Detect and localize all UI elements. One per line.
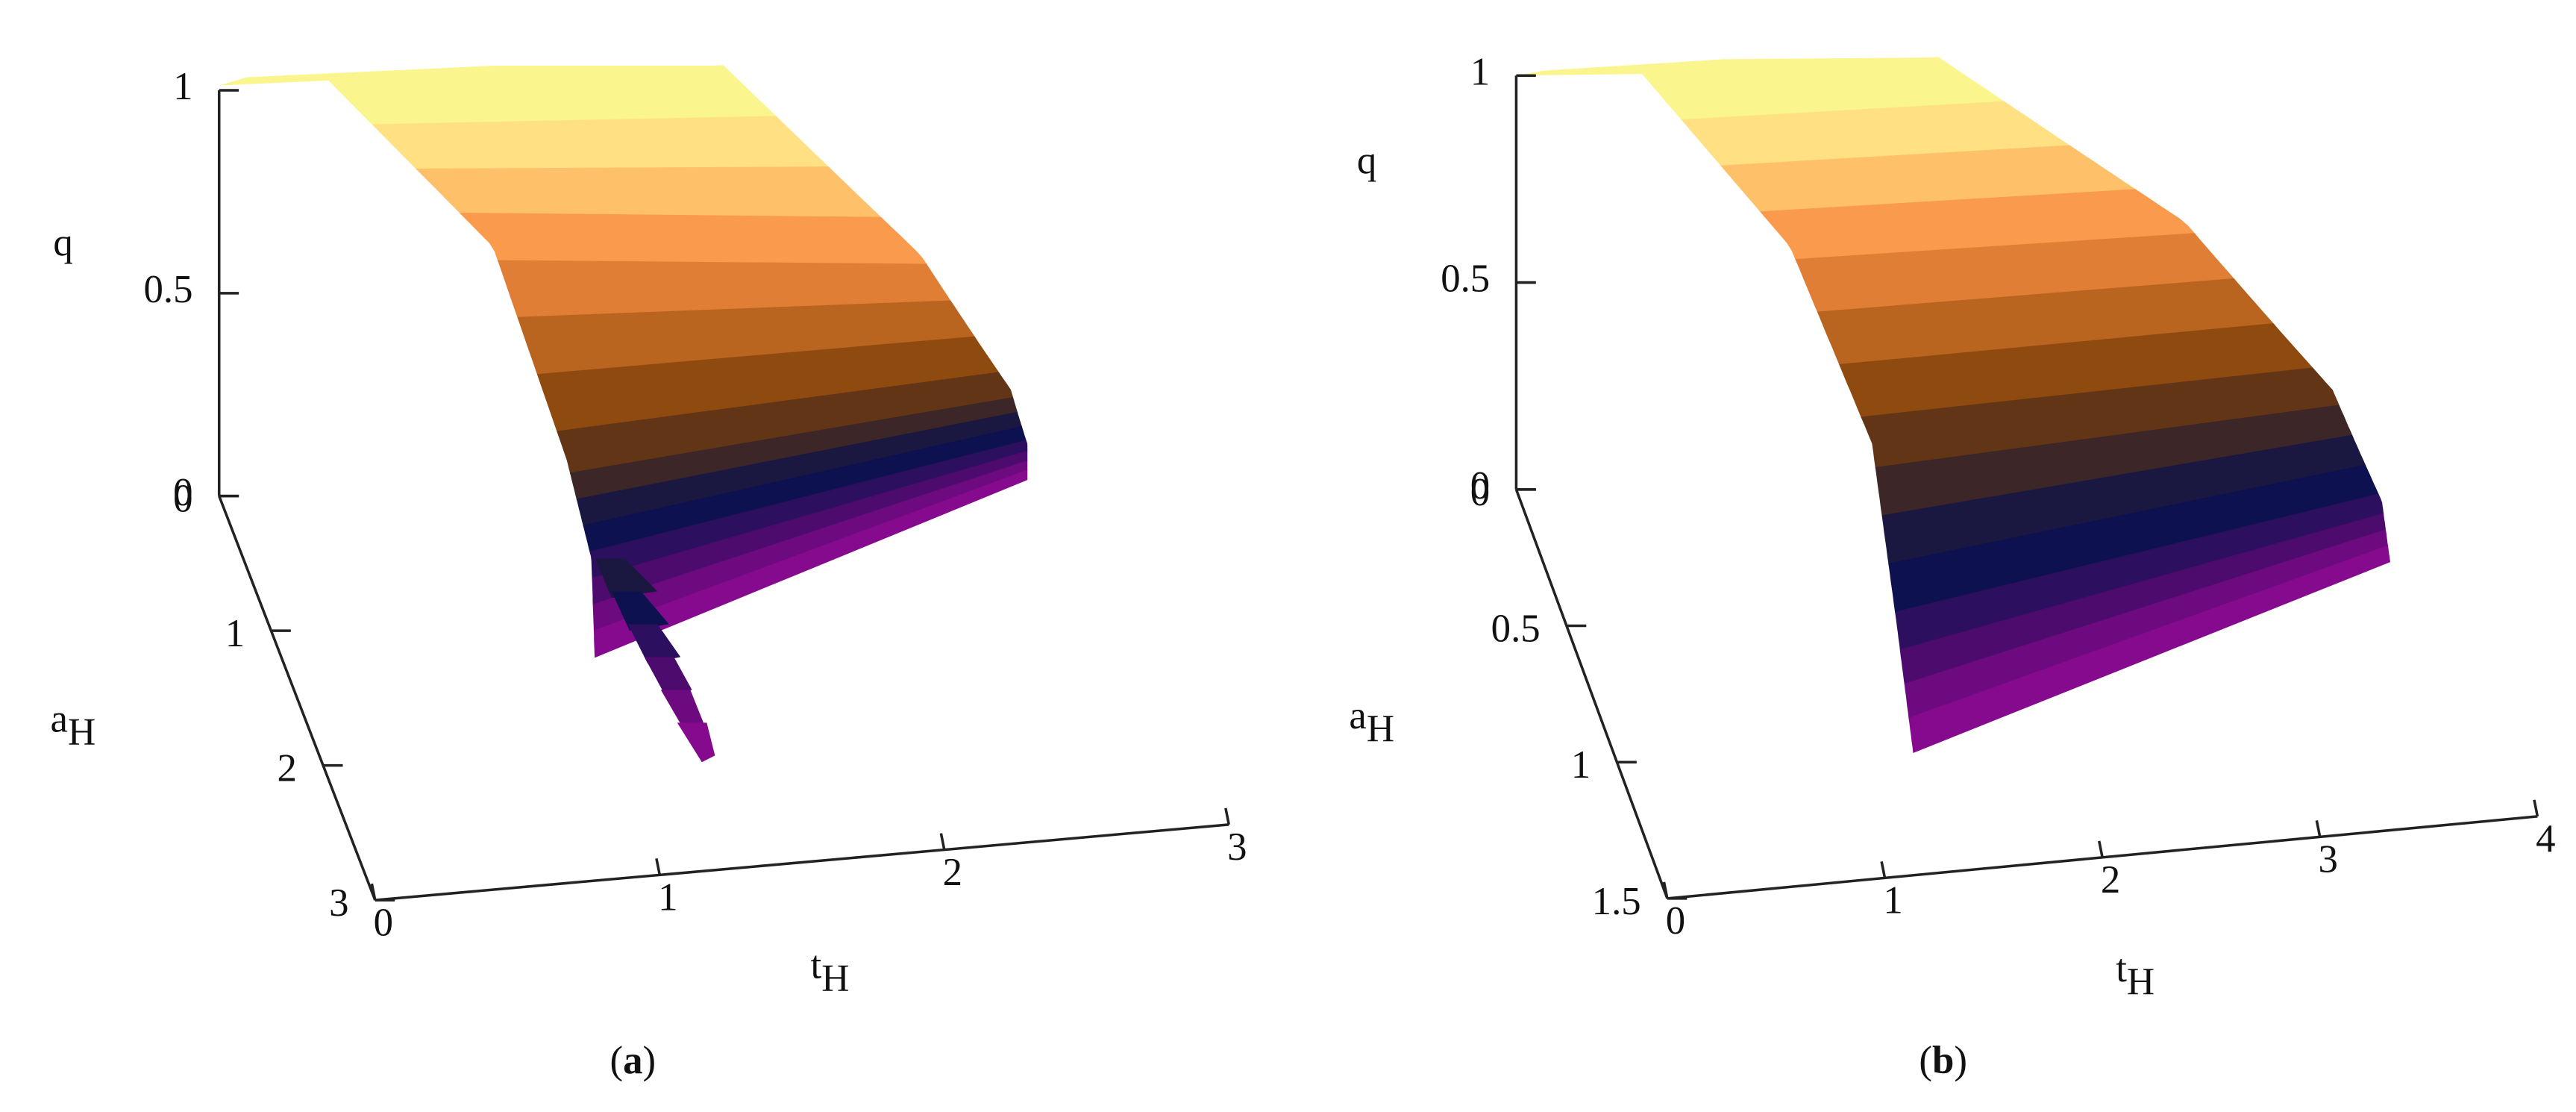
tick-label: 1 bbox=[1883, 879, 1902, 922]
axis-line bbox=[375, 823, 1229, 902]
axis-title: aH bbox=[51, 698, 96, 754]
tick-label: 1 bbox=[658, 876, 677, 919]
tick-label: 0.5 bbox=[1441, 257, 1490, 301]
axis-title: q bbox=[1357, 139, 1376, 182]
tick-mark bbox=[1662, 881, 1669, 899]
surface-band bbox=[644, 657, 692, 697]
tick-label: 0 bbox=[173, 478, 192, 521]
tick-label: 1.5 bbox=[1592, 880, 1641, 923]
surface-top bbox=[1516, 57, 1939, 76]
caption: (a) bbox=[610, 1039, 656, 1082]
surface-band bbox=[372, 116, 830, 170]
surface-band bbox=[593, 469, 1028, 658]
surface-band bbox=[595, 558, 658, 599]
tick-label: 4 bbox=[2536, 817, 2555, 860]
tick-label: 1 bbox=[173, 65, 192, 108]
axis-line bbox=[218, 496, 377, 901]
tick-mark bbox=[655, 858, 662, 875]
axis-line bbox=[1514, 489, 1669, 899]
surface-band bbox=[611, 591, 669, 631]
axis-title: aH bbox=[1349, 694, 1394, 750]
tick-mark bbox=[2533, 799, 2539, 817]
tick-label: 1 bbox=[225, 612, 245, 655]
tick-mark bbox=[2098, 840, 2104, 858]
tick-label: 2 bbox=[943, 851, 962, 894]
tick-label: 0 bbox=[173, 471, 192, 514]
tick-label: 2 bbox=[277, 747, 296, 790]
axis-title: tH bbox=[2116, 947, 2154, 1003]
axis-title: q bbox=[53, 221, 72, 264]
tick-label: 0 bbox=[1470, 464, 1490, 507]
tick-label: 1 bbox=[1470, 50, 1490, 93]
tick-label: 3 bbox=[1227, 825, 1247, 869]
tick-label: 0.5 bbox=[143, 268, 192, 311]
tick-mark bbox=[939, 833, 946, 850]
surface-band bbox=[415, 166, 883, 219]
tick-mark bbox=[2315, 819, 2322, 837]
tick-label: 0.5 bbox=[1491, 607, 1541, 650]
axis-title: tH bbox=[811, 944, 850, 1000]
caption: (b) bbox=[1919, 1039, 1967, 1082]
surface-band bbox=[1908, 545, 2391, 753]
surface-top bbox=[219, 66, 724, 86]
tick-mark bbox=[1880, 861, 1887, 878]
tick-label: 1 bbox=[1571, 743, 1591, 787]
panel: 0 0.5 1 0 0.5 1 1.5 0 1 2 3 4 (b) bbox=[1441, 50, 2555, 1082]
caption-letter: a bbox=[623, 1039, 642, 1082]
tick-mark bbox=[370, 883, 377, 901]
surface-band bbox=[459, 212, 927, 265]
surface-band bbox=[627, 624, 681, 664]
surface-band bbox=[677, 722, 715, 763]
tick-label: 0 bbox=[1470, 471, 1490, 514]
tick-label: 3 bbox=[2319, 838, 2338, 881]
tick-mark bbox=[1224, 808, 1230, 825]
tick-label: 2 bbox=[2101, 858, 2120, 902]
tick-label: 0 bbox=[1666, 899, 1685, 943]
tick-label: 3 bbox=[329, 881, 348, 925]
surface-band bbox=[660, 690, 703, 730]
caption-letter: b bbox=[1932, 1039, 1954, 1082]
tick-label: 0 bbox=[374, 901, 393, 944]
